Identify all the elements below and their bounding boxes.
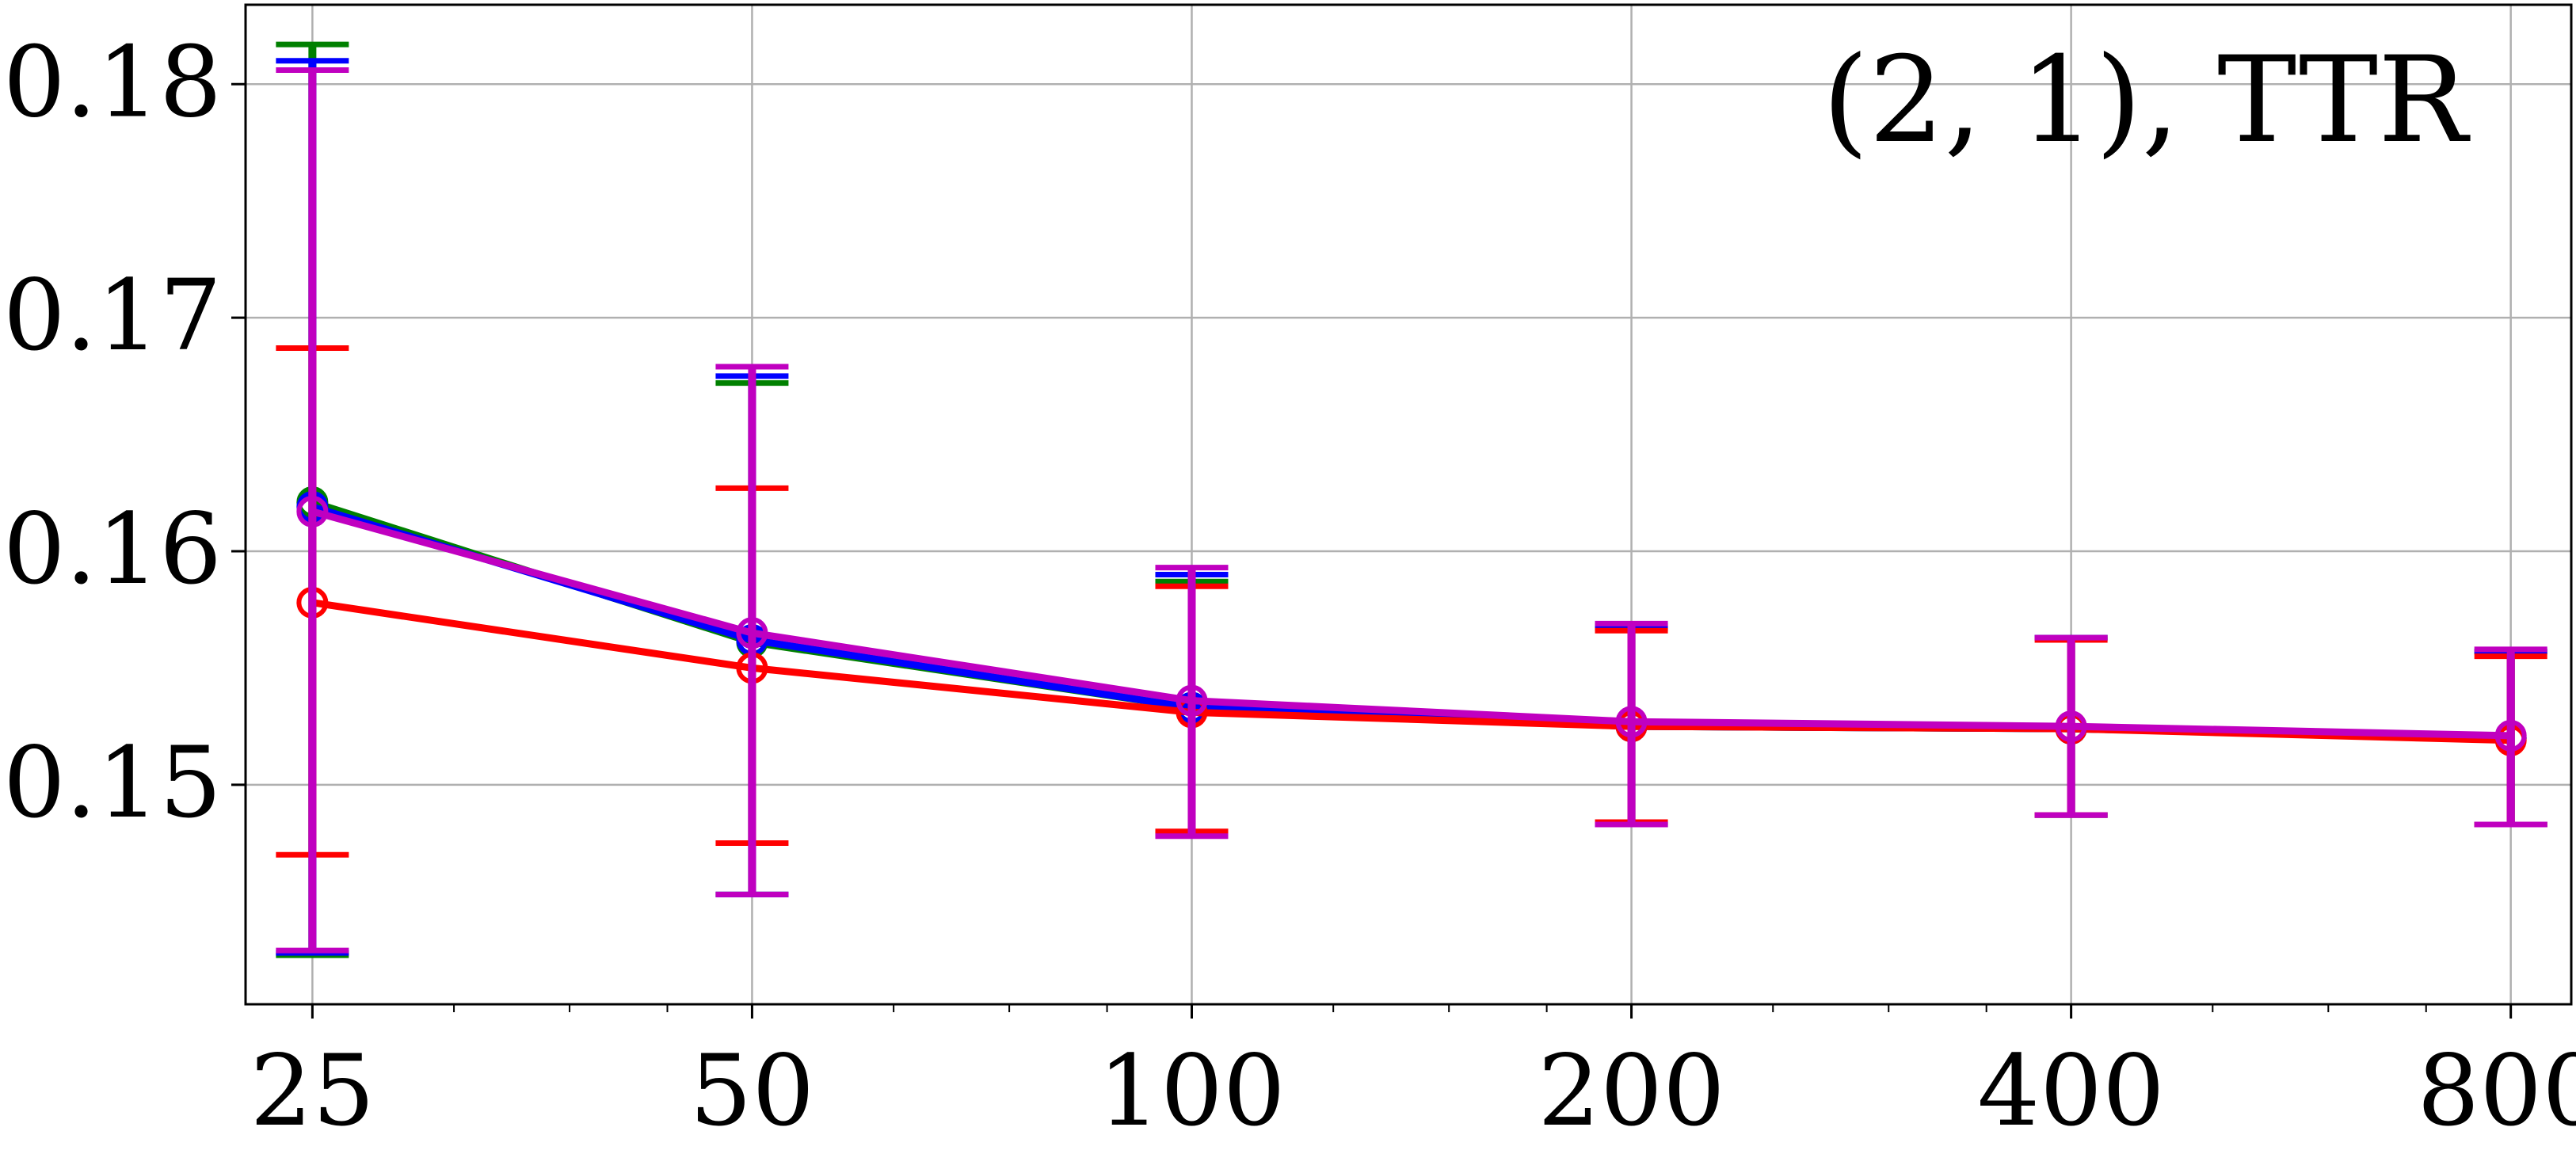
grid-lines [246,5,2571,1004]
series-3 [276,67,2547,954]
data-point [1176,684,1208,717]
data-point [736,617,768,649]
data-point [2055,710,2087,743]
x-tick-label: 100 [1098,1034,1286,1148]
minor-ticks [453,1004,2427,1012]
data-point [1615,706,1648,738]
y-tick-label: 0.16 [3,493,222,607]
x-tick-label: 200 [1538,1034,1725,1148]
plot-area-frame [244,3,2573,1006]
y-tick-label: 0.15 [3,726,222,840]
x-tick-label: 800 [2417,1034,2576,1148]
data-point [296,495,329,527]
y-tick-label: 0.17 [3,259,222,373]
y-tick-label: 0.18 [3,25,222,139]
x-tick-label: 50 [690,1034,815,1148]
x-tick-label: 25 [250,1034,375,1148]
x-axis: 25 50 100 200 400 800 [250,1004,2576,1148]
series-layer [276,41,2547,958]
data-point [2494,719,2527,752]
y-axis: 0.15 0.16 0.17 0.18 [3,25,246,840]
series-line [311,508,2511,740]
x-tick-label: 400 [1977,1034,2165,1148]
chart-annotation: (2, 1), TTR [1823,32,2471,169]
